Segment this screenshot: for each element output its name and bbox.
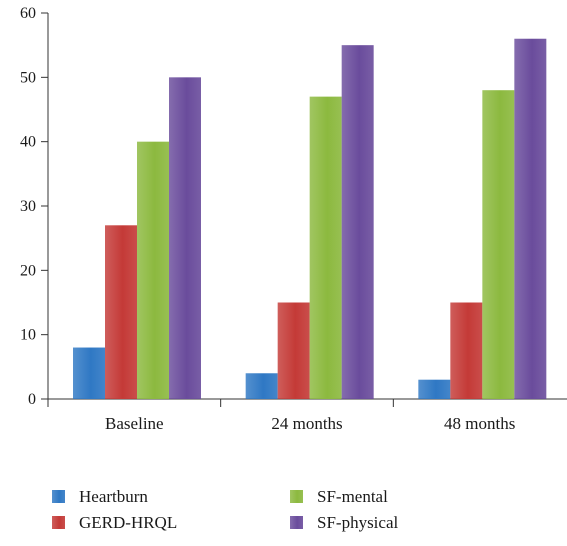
- bar-sf-mental-48-months: [482, 90, 515, 399]
- bar-heartburn-24-months: [245, 373, 278, 399]
- bar-gerd-hrql-48-months: [450, 302, 483, 399]
- bar-sf-mental-baseline: [137, 141, 169, 399]
- y-tick-label: 50: [20, 69, 36, 86]
- y-axis: 0 10 20 30 40 50 60: [20, 5, 49, 408]
- legend-label-gerd-hrql: GERD-HRQL: [79, 513, 177, 532]
- bar-sf-physical-baseline: [169, 77, 201, 399]
- y-tick-label: 10: [20, 327, 36, 344]
- bar-sf-physical-48-months: [514, 38, 547, 399]
- legend-label-sf-physical: SF-physical: [317, 513, 399, 532]
- legend-swatch-sf-physical: [290, 516, 303, 529]
- bars-group: [73, 38, 547, 400]
- y-tick-label: 20: [20, 262, 36, 279]
- y-tick-label: 30: [20, 198, 36, 215]
- y-tick-label: 60: [20, 5, 36, 22]
- bar-heartburn-48-months: [418, 379, 451, 399]
- y-tick-label: 40: [20, 134, 36, 151]
- legend-swatch-gerd-hrql: [52, 516, 65, 529]
- bar-gerd-hrql-baseline: [105, 225, 137, 399]
- legend-swatch-sf-mental: [290, 490, 303, 503]
- bar-gerd-hrql-24-months: [277, 302, 310, 399]
- legend-label-sf-mental: SF-mental: [317, 487, 388, 506]
- bar-heartburn-baseline: [73, 347, 105, 399]
- x-tick-label-48-months: 48 months: [444, 414, 515, 433]
- legend-swatch-heartburn: [52, 490, 65, 503]
- y-tick-label: 0: [28, 391, 36, 408]
- x-tick-label-baseline: Baseline: [105, 414, 164, 433]
- legend-label-heartburn: Heartburn: [79, 487, 148, 506]
- bar-sf-mental-24-months: [309, 96, 342, 399]
- x-tick-label-24-months: 24 months: [271, 414, 342, 433]
- bar-sf-physical-24-months: [341, 45, 374, 400]
- x-axis: Baseline 24 months 48 months: [44, 398, 567, 433]
- legend: Heartburn GERD-HRQL SF-mental SF-physical: [52, 487, 399, 532]
